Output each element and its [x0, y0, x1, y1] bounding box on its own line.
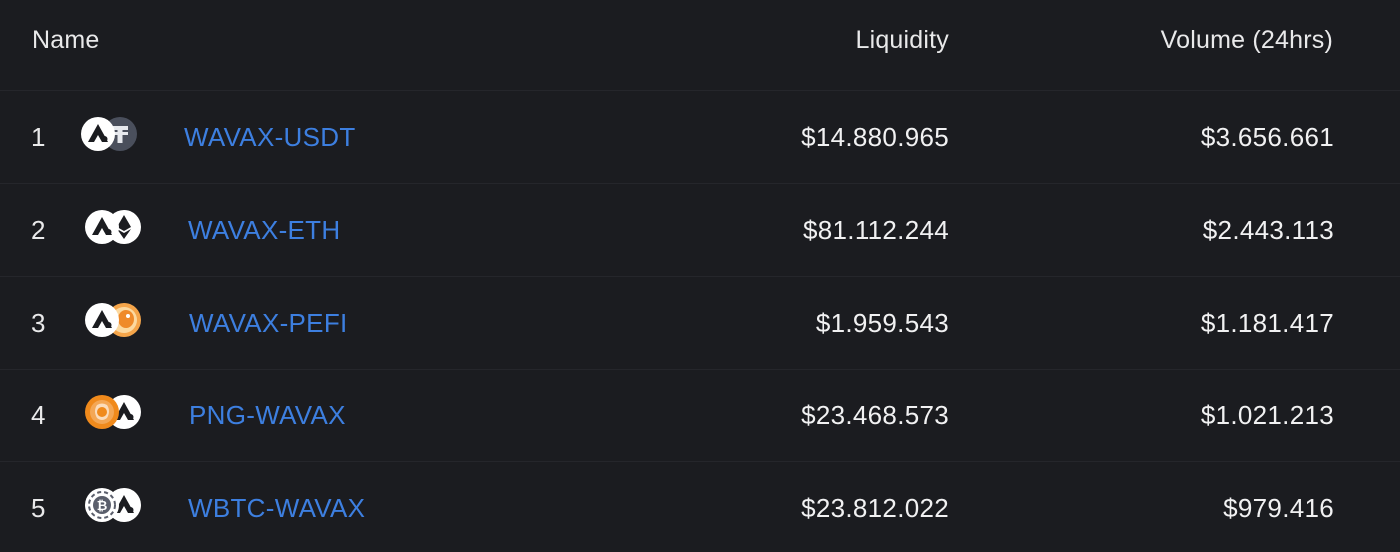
liquidity-value: $23.468.573 [801, 400, 949, 430]
liquidity-value: $14.880.965 [801, 122, 949, 152]
liquidity-value: $81.112.244 [803, 215, 949, 245]
pair-icons: ₿ [84, 483, 148, 527]
pair-link[interactable]: PNG-WAVAX [189, 400, 346, 430]
row-rank: 2 [31, 215, 46, 245]
pair-link[interactable]: WAVAX-ETH [188, 215, 341, 245]
row-rank: 1 [31, 122, 46, 152]
table-row[interactable]: 5 ₿ WBTC-WAVAX $23.812.022 $979.416 [0, 462, 1400, 552]
header-name[interactable]: Name [32, 26, 100, 54]
table-row[interactable]: 3 WAVAX-PEFI $1.959.543 $1.181.417 [0, 277, 1400, 370]
header-liquidity[interactable]: Liquidity [855, 26, 949, 54]
avax-icon [80, 116, 116, 152]
volume-value: $2.443.113 [1202, 215, 1334, 245]
row-rank: 3 [31, 308, 46, 338]
liquidity-value: $23.812.022 [801, 493, 949, 523]
table-row[interactable]: 2 WAVAX-ETH $81.112.244 $2.443.113 [0, 184, 1400, 277]
pair-icons [84, 390, 148, 434]
pair-link[interactable]: WAVAX-USDT [184, 122, 356, 152]
volume-value: $3.656.661 [1200, 122, 1334, 152]
avax-icon [84, 209, 120, 245]
volume-value: $1.021.213 [1200, 400, 1334, 430]
svg-text:₿: ₿ [97, 499, 108, 514]
volume-value: $979.416 [1223, 493, 1334, 523]
pair-link[interactable]: WAVAX-PEFI [189, 308, 348, 338]
pair-icons [84, 298, 148, 342]
row-rank: 5 [31, 493, 46, 523]
row-rank: 4 [31, 400, 46, 430]
table-row[interactable]: 4 PNG-WAVAX $23.468.573 $1.021.213 [0, 369, 1400, 462]
pair-link[interactable]: WBTC-WAVAX [188, 493, 366, 523]
pair-icons [80, 112, 144, 156]
table-row[interactable]: 1 WAVAX-USDT $14.880.965 $3.656.661 [0, 91, 1400, 184]
table-header: Name Liquidity Volume (24hrs) [0, 0, 1400, 91]
wbtc-icon: ₿ [84, 487, 120, 523]
header-volume[interactable]: Volume (24hrs) [1160, 26, 1333, 54]
volume-value: $1.181.417 [1200, 308, 1334, 338]
pair-icons [84, 205, 148, 249]
liquidity-value: $1.959.543 [815, 308, 949, 338]
png-icon [84, 394, 120, 430]
avax-icon [84, 302, 120, 338]
